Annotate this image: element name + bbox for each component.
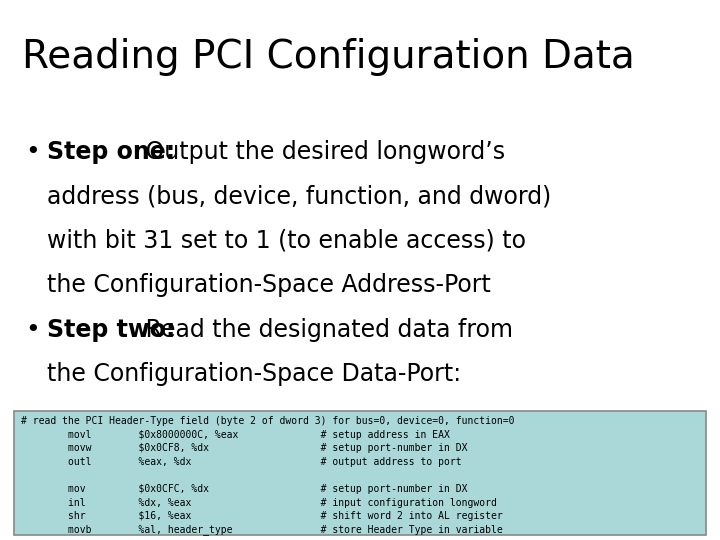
Text: address (bus, device, function, and dword): address (bus, device, function, and dwor… <box>47 185 551 208</box>
Text: mov         $0x0CFC, %dx                   # setup port-number in DX: mov $0x0CFC, %dx # setup port-number in … <box>22 484 468 494</box>
Text: shr         $16, %eax                      # shift word 2 into AL register: shr $16, %eax # shift word 2 into AL reg… <box>22 511 503 521</box>
Text: outl        %eax, %dx                      # output address to port: outl %eax, %dx # output address to port <box>22 457 462 467</box>
Text: the Configuration-Space Data-Port:: the Configuration-Space Data-Port: <box>47 362 461 386</box>
Text: the Configuration-Space Address-Port: the Configuration-Space Address-Port <box>47 273 490 297</box>
Text: inl         %dx, %eax                      # input configuration longword: inl %dx, %eax # input configuration long… <box>22 497 498 508</box>
Text: Reading PCI Configuration Data: Reading PCI Configuration Data <box>22 38 634 76</box>
Text: •: • <box>25 140 40 164</box>
Text: movw        $0x0CF8, %dx                   # setup port-number in DX: movw $0x0CF8, %dx # setup port-number in… <box>22 443 468 454</box>
Text: Step one:: Step one: <box>47 140 175 164</box>
Text: movb        %al, header_type               # store Header Type in variable: movb %al, header_type # store Header Typ… <box>22 524 503 535</box>
Text: Output the desired longword’s: Output the desired longword’s <box>138 140 505 164</box>
Text: # read the PCI Header-Type field (byte 2 of dword 3) for bus=0, device=0, functi: # read the PCI Header-Type field (byte 2… <box>22 416 515 426</box>
Text: Read the designated data from: Read the designated data from <box>138 318 513 341</box>
Text: •: • <box>25 318 40 341</box>
Text: Step two:: Step two: <box>47 318 175 341</box>
FancyBboxPatch shape <box>14 411 706 535</box>
Text: with bit 31 set to 1 (to enable access) to: with bit 31 set to 1 (to enable access) … <box>47 229 526 253</box>
Text: movl        $0x8000000C, %eax              # setup address in EAX: movl $0x8000000C, %eax # setup address i… <box>22 430 450 440</box>
